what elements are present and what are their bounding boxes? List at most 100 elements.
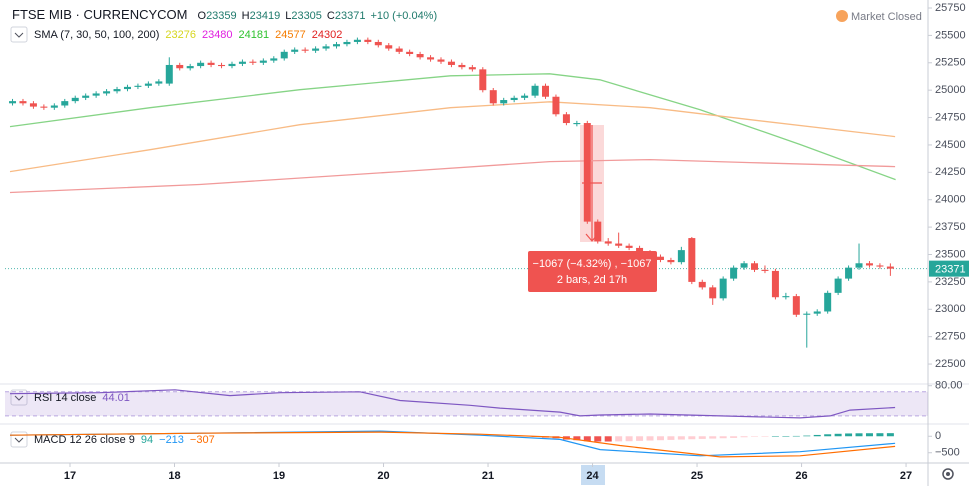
settings-button[interactable] xyxy=(942,468,954,480)
macd-value: −213 xyxy=(159,434,184,446)
line xyxy=(9,431,896,458)
candle-body xyxy=(740,263,748,268)
candle-body xyxy=(29,103,37,107)
y-tick-label: 24000 xyxy=(935,194,966,206)
annotation-text: −1067 (−4.32%) , −1067 xyxy=(533,258,652,270)
candle-body xyxy=(197,62,205,67)
candle-body xyxy=(500,100,508,104)
candle-body xyxy=(343,41,351,45)
candle-body xyxy=(447,61,455,65)
histogram-bar xyxy=(751,436,759,437)
histogram-bar xyxy=(677,436,685,440)
x-tick-label: 26 xyxy=(795,470,807,482)
histogram-bar xyxy=(636,436,644,441)
candle-body xyxy=(71,97,79,102)
candle-body xyxy=(280,51,288,59)
candle-body xyxy=(385,45,393,49)
symbol-legend: FTSE MIB · CURRENCYCOM O23359 H23419 L23305… xyxy=(12,7,437,22)
histogram-bar xyxy=(782,436,790,437)
candle-body xyxy=(9,101,17,104)
candle-body xyxy=(270,58,278,61)
candle-body xyxy=(207,62,215,65)
indicator-value: 23276 xyxy=(165,29,196,41)
candle-body xyxy=(782,296,790,298)
histogram-bar xyxy=(792,435,800,437)
histogram-bar xyxy=(803,435,811,437)
candle-body xyxy=(259,60,267,63)
candle-body xyxy=(218,64,226,67)
histogram-bar xyxy=(845,433,853,437)
candle-body xyxy=(886,266,894,269)
candle-body xyxy=(552,96,560,115)
histogram-bar xyxy=(698,436,706,439)
candle-body xyxy=(40,106,48,108)
histogram-bar xyxy=(886,433,894,437)
annotation-box xyxy=(528,251,657,292)
candle-body xyxy=(291,49,299,52)
candle-body xyxy=(176,64,184,69)
candle-body xyxy=(876,265,884,267)
chevron-icon xyxy=(14,437,24,443)
ohlc-label: C xyxy=(327,10,335,22)
status-icon xyxy=(836,10,848,22)
histogram-bar xyxy=(625,436,633,442)
histogram-bar xyxy=(740,436,748,438)
candle-body xyxy=(238,61,246,64)
macd-value: 94 xyxy=(141,434,153,446)
rsi-legend: RSI 14 close 44.01 xyxy=(34,392,130,404)
y-tick-label: 25750 xyxy=(935,2,966,14)
macd-value: −307 xyxy=(190,434,215,446)
candle-body xyxy=(845,267,853,279)
candle-body xyxy=(374,41,382,46)
candle-body xyxy=(510,97,518,101)
candle-body xyxy=(615,243,623,246)
histogram-bar xyxy=(834,433,842,437)
histogram-bar xyxy=(761,436,769,437)
candle-body xyxy=(751,263,759,270)
candle-body xyxy=(123,86,131,90)
candle-body xyxy=(249,61,257,63)
collapse-button[interactable] xyxy=(10,431,28,448)
candle-body xyxy=(834,278,842,293)
candle-body xyxy=(677,250,685,263)
line xyxy=(9,158,896,194)
candle-body xyxy=(92,93,100,96)
candle-body xyxy=(479,69,487,91)
y-tick-label: −500 xyxy=(935,447,960,459)
candle-body xyxy=(824,292,832,312)
candle-body xyxy=(573,123,581,125)
histogram-bar xyxy=(688,436,696,440)
y-tick-label: 23500 xyxy=(935,248,966,260)
y-tick-label: 22750 xyxy=(935,331,966,343)
candle-body xyxy=(468,67,476,70)
histogram-bar xyxy=(865,433,873,437)
x-tick-label: 18 xyxy=(168,470,180,482)
candle-body xyxy=(531,85,539,96)
histogram-bar xyxy=(855,433,863,437)
histogram-bar xyxy=(719,436,727,439)
y-tick-label: 25000 xyxy=(935,84,966,96)
gear-icon xyxy=(946,472,950,476)
candle-body xyxy=(698,281,706,288)
y-tick-label: 24250 xyxy=(935,166,966,178)
y-tick-label: 22500 xyxy=(935,358,966,370)
y-tick-label: 23750 xyxy=(935,221,966,233)
histogram-bar xyxy=(824,434,832,437)
gear-icon xyxy=(942,468,954,480)
candle-body xyxy=(228,63,236,67)
collapse-button[interactable] xyxy=(10,26,28,43)
candle-body xyxy=(406,51,414,55)
candle-body xyxy=(19,101,27,104)
x-tick-label: 19 xyxy=(273,470,285,482)
ohlc-value: 23371 xyxy=(335,10,366,22)
candle-body xyxy=(803,313,811,315)
candle-body xyxy=(82,95,90,98)
candle-body xyxy=(865,263,873,266)
candle-body xyxy=(458,64,466,68)
y-tick-label: 24500 xyxy=(935,139,966,151)
candle-body xyxy=(521,95,529,98)
histogram-bar xyxy=(594,436,602,442)
candle-body xyxy=(813,311,821,314)
